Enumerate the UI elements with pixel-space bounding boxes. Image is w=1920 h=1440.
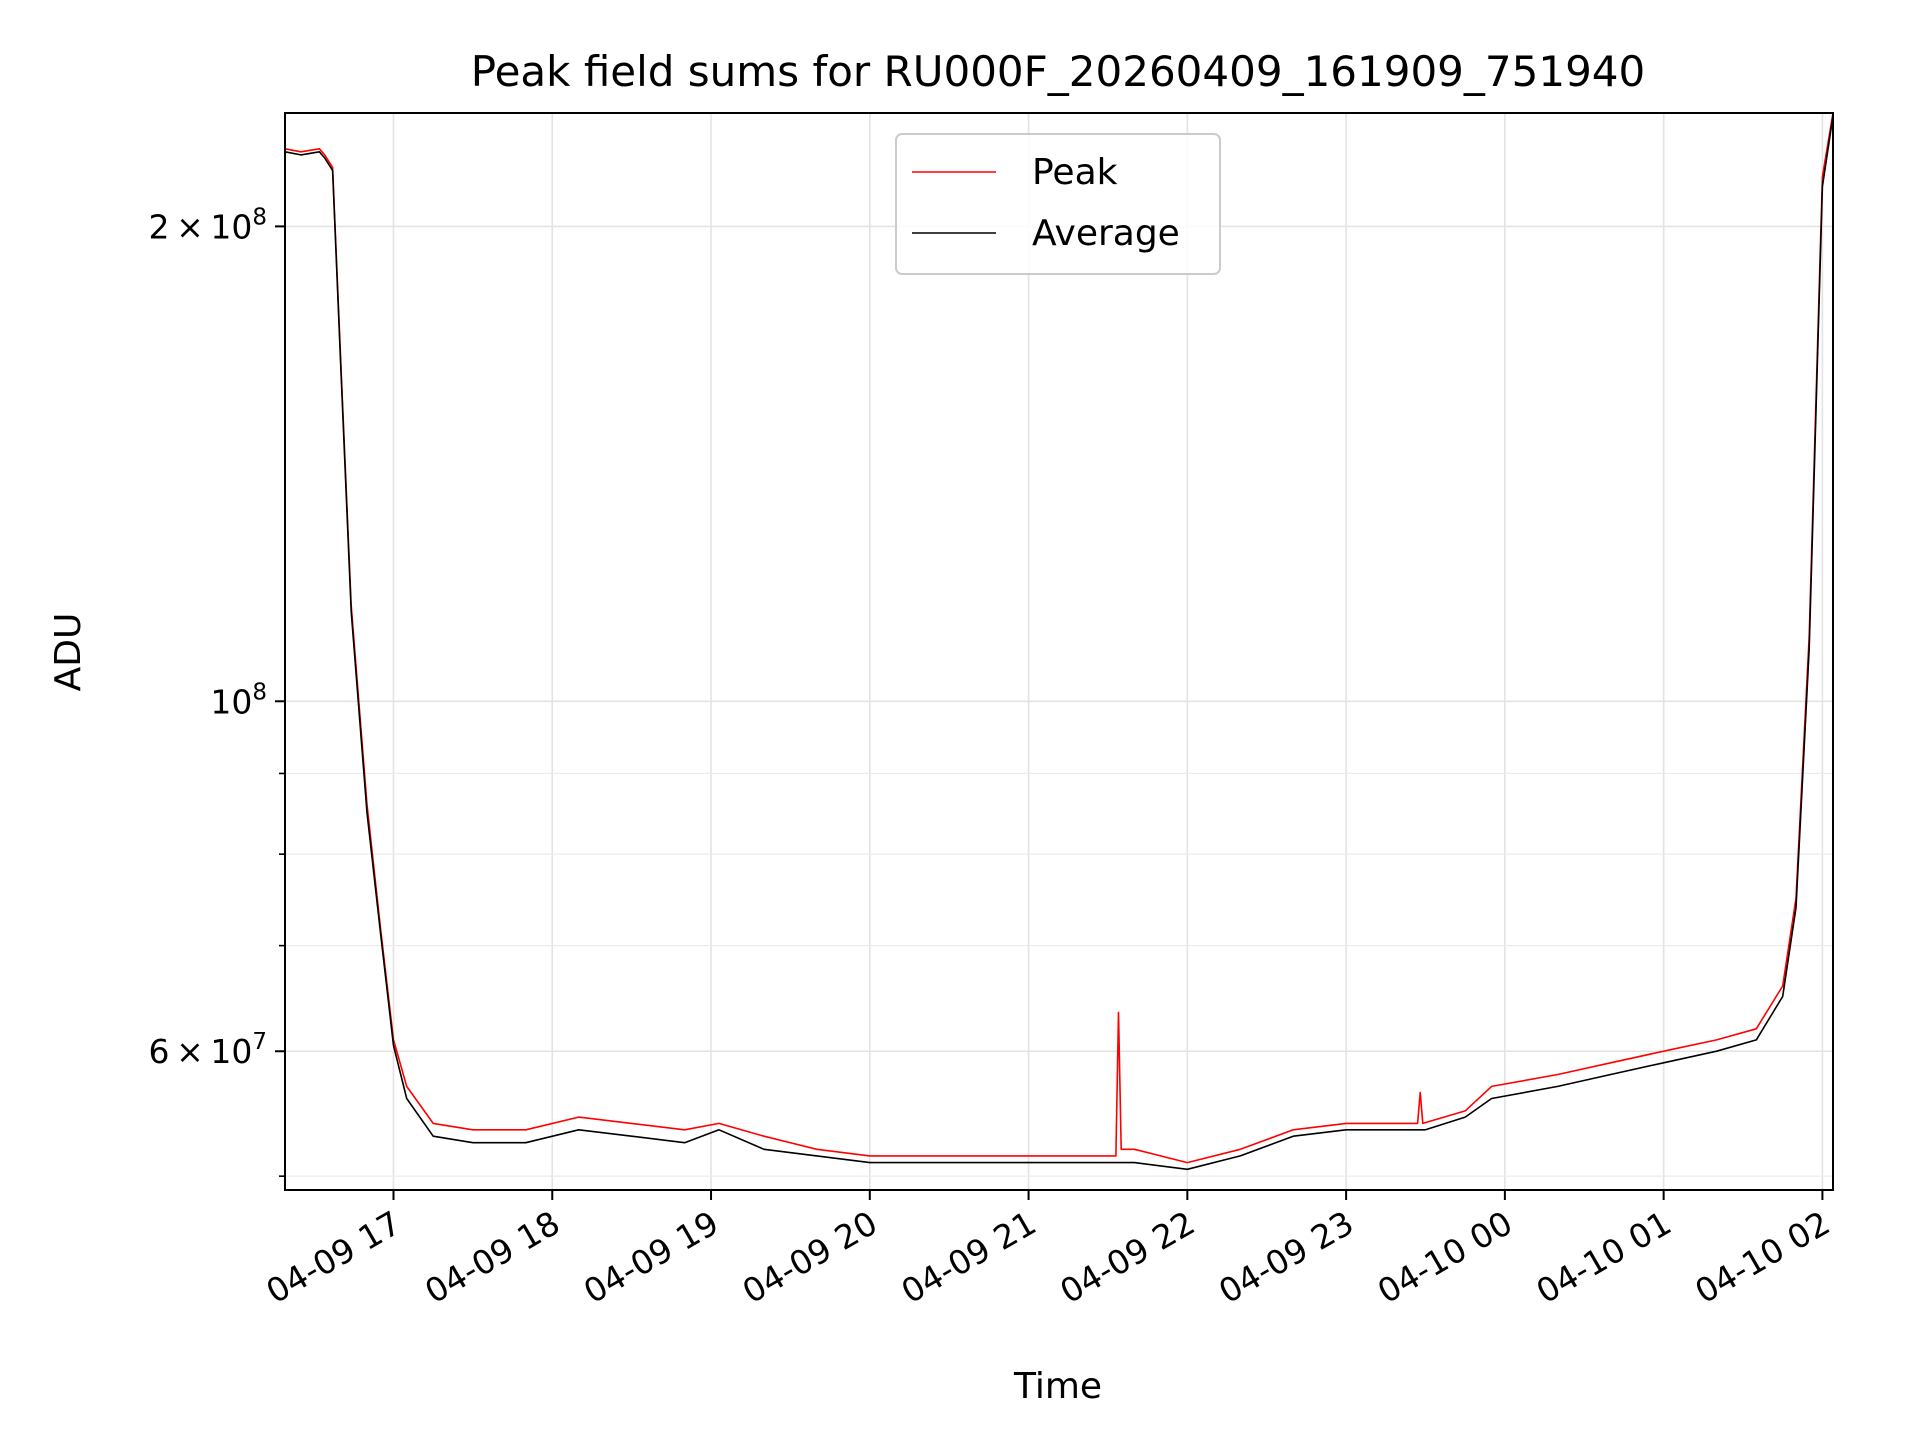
y-tick-label: 6 × 107 — [149, 1029, 267, 1071]
legend: Peak Average — [895, 133, 1221, 275]
chart-title: Peak field sums for RU000F_20260409_1619… — [471, 47, 1645, 96]
y-axis-label: ADU — [48, 613, 89, 692]
series-line-average — [284, 115, 1834, 1171]
series-lines — [284, 112, 1834, 1171]
legend-box — [895, 133, 1221, 275]
x-axis-label: Time — [1013, 1366, 1102, 1407]
plot-frame — [284, 112, 1834, 1191]
legend-label-peak: Peak — [1032, 152, 1118, 193]
y-tick-label: 2 × 108 — [149, 204, 267, 246]
legend-label-average: Average — [1032, 213, 1180, 254]
